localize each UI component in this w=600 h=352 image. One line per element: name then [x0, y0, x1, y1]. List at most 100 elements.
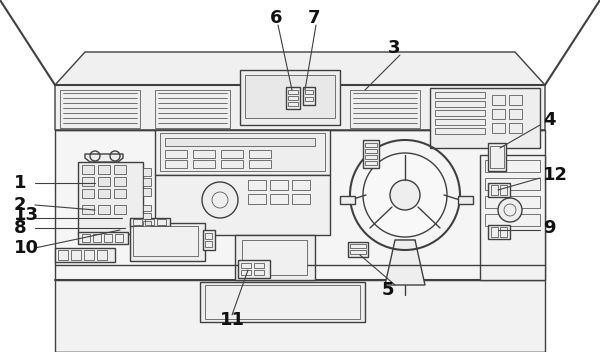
Bar [203, 230, 215, 250]
Bar [350, 244, 366, 248]
Bar [288, 102, 298, 106]
Polygon shape [55, 130, 545, 280]
Bar [509, 123, 522, 133]
Text: 7: 7 [308, 9, 320, 27]
Bar [82, 205, 94, 214]
Bar [98, 205, 110, 214]
Text: 6: 6 [270, 9, 283, 27]
Bar [365, 161, 377, 165]
Bar [509, 95, 522, 105]
Bar [241, 263, 251, 268]
Circle shape [202, 182, 238, 218]
Bar [488, 183, 510, 197]
Bar [235, 235, 315, 280]
Bar [55, 248, 115, 262]
Bar [435, 128, 485, 134]
Bar [491, 227, 498, 237]
Bar [435, 119, 485, 125]
Bar [492, 123, 505, 133]
Bar [78, 162, 143, 234]
Bar [270, 180, 288, 190]
Bar [365, 149, 377, 153]
Bar [430, 88, 540, 148]
Bar [365, 143, 377, 147]
Bar [254, 263, 264, 268]
Bar [84, 250, 94, 260]
Bar [130, 218, 170, 226]
Bar [492, 109, 505, 119]
Bar [242, 240, 307, 275]
Bar [60, 90, 140, 128]
Bar [193, 160, 215, 168]
Bar [288, 90, 298, 94]
Bar [348, 242, 368, 257]
Bar [363, 140, 379, 168]
Bar [485, 214, 540, 226]
Bar [114, 205, 126, 214]
Bar [71, 250, 81, 260]
Bar [145, 219, 154, 225]
Bar [205, 285, 360, 319]
Bar [286, 87, 300, 109]
Bar [350, 90, 420, 128]
Bar [165, 150, 187, 158]
Bar [305, 90, 313, 94]
Bar [485, 178, 540, 190]
Bar [221, 160, 243, 168]
Bar [98, 165, 110, 174]
Bar [492, 95, 505, 105]
Bar [458, 196, 473, 204]
Bar [200, 282, 365, 322]
Bar [488, 225, 510, 239]
Bar [365, 155, 377, 159]
Text: 5: 5 [382, 281, 395, 299]
Bar [435, 92, 485, 98]
Bar [350, 250, 366, 254]
Bar [254, 270, 264, 275]
Bar [155, 90, 230, 128]
Bar [288, 96, 298, 100]
Bar [114, 189, 126, 198]
Text: 12: 12 [543, 166, 568, 184]
Bar [221, 150, 243, 158]
Bar [143, 213, 151, 219]
Text: 8: 8 [14, 219, 26, 237]
Bar [155, 130, 330, 175]
Bar [249, 160, 271, 168]
Bar [114, 165, 126, 174]
Bar [485, 196, 540, 208]
Bar [340, 196, 355, 204]
Bar [98, 189, 110, 198]
Bar [143, 168, 151, 176]
Bar [82, 189, 94, 198]
Bar [270, 194, 288, 204]
Text: 2: 2 [14, 196, 26, 214]
Bar [82, 234, 90, 242]
Text: 1: 1 [14, 174, 26, 192]
Bar [245, 75, 335, 118]
Bar [491, 185, 498, 195]
Bar [58, 250, 68, 260]
Bar [205, 241, 212, 247]
Text: 4: 4 [543, 111, 556, 129]
Bar [241, 270, 251, 275]
Bar [238, 260, 270, 278]
Bar [130, 223, 205, 261]
Text: 9: 9 [543, 219, 556, 237]
Bar [248, 194, 266, 204]
Bar [303, 87, 315, 105]
Bar [143, 205, 151, 211]
Bar [133, 226, 198, 256]
Bar [248, 180, 266, 190]
Polygon shape [85, 154, 123, 162]
Bar [485, 160, 540, 172]
Polygon shape [55, 52, 545, 130]
Bar [240, 70, 340, 125]
Text: 11: 11 [220, 311, 245, 329]
Bar [82, 177, 94, 186]
Bar [133, 219, 142, 225]
Bar [305, 97, 313, 101]
Bar [155, 175, 330, 235]
Bar [165, 160, 187, 168]
Bar [157, 219, 166, 225]
